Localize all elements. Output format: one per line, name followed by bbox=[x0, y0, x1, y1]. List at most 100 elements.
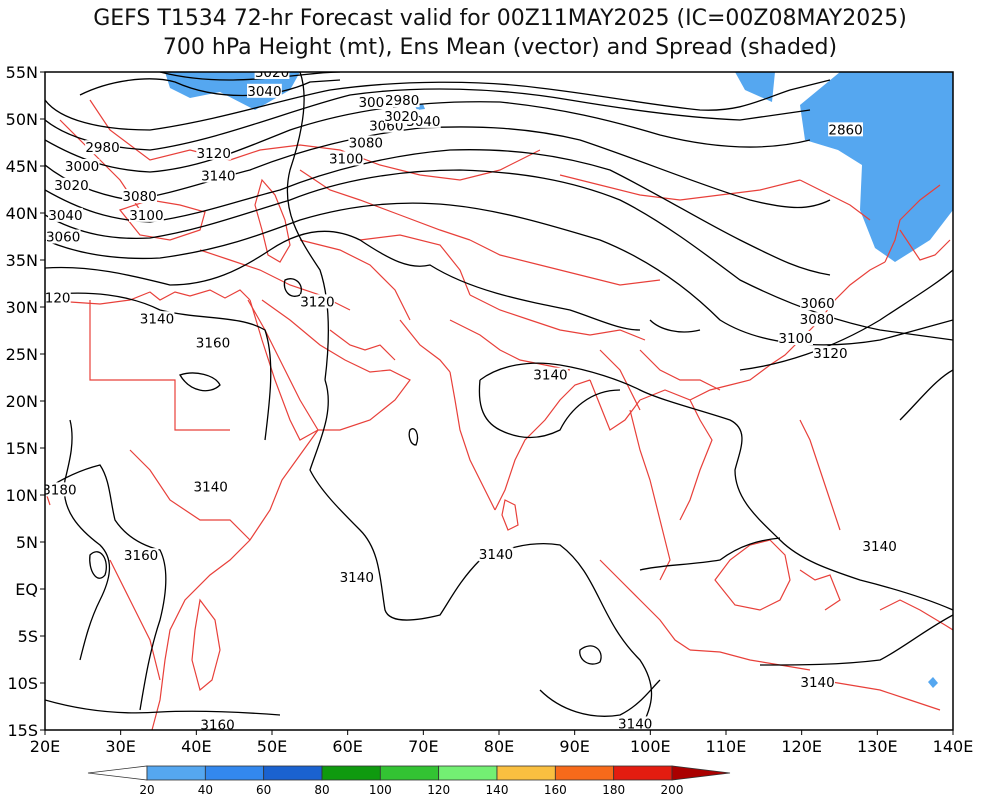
contour-line bbox=[45, 464, 167, 711]
contour-line bbox=[309, 379, 653, 730]
contour-label: 2860 bbox=[828, 122, 862, 138]
lat-tick-label: 50N bbox=[6, 110, 38, 129]
coast-malay-peninsula bbox=[629, 409, 671, 581]
contour-label: 3140 bbox=[194, 480, 228, 496]
coast-china-south bbox=[689, 261, 886, 401]
colorbar-swatch bbox=[554, 765, 615, 781]
coast-india-west bbox=[449, 371, 496, 511]
colorbar-label: 120 bbox=[427, 783, 450, 797]
contour-label-bg bbox=[358, 95, 394, 110]
contour-label: 3160 bbox=[124, 548, 158, 564]
contour-label: 3120 bbox=[36, 291, 70, 307]
lon-tick-label: 120E bbox=[781, 737, 822, 756]
contour-line bbox=[479, 362, 953, 611]
contour-label: 3160 bbox=[200, 717, 234, 733]
contour-label-bg bbox=[384, 93, 420, 108]
coast-arabia bbox=[261, 299, 411, 431]
contour-label-bg bbox=[828, 122, 863, 137]
coast-iran-pakistan bbox=[399, 319, 451, 373]
map-axes: 20E 30E 40E 50E 60E 70E 80E 90E 100E 110E 120E 130E… bbox=[6, 63, 974, 756]
figure-title-line1: GEFS T1534 72-hr Forecast valid for 00Z1… bbox=[93, 6, 907, 31]
colorbar-label: 40 bbox=[198, 783, 213, 797]
colorbar-label: 80 bbox=[314, 783, 329, 797]
contour-label-bg bbox=[45, 229, 81, 244]
contour-label: 3140 bbox=[533, 368, 567, 384]
lat-tick-label: 10S bbox=[7, 674, 38, 693]
spread-colorbar: 20 40 60 80 100 120 140 160 180 200 bbox=[87, 765, 731, 797]
lat-tick-label: 5S bbox=[18, 627, 38, 646]
contour-label: 3120 bbox=[300, 294, 334, 310]
contour-label: 3100 bbox=[778, 331, 812, 347]
contour-label-bg bbox=[122, 189, 157, 204]
contour-label: 3140 bbox=[479, 547, 513, 563]
contour-label: 3060 bbox=[46, 230, 80, 246]
lon-tick-label: 70E bbox=[408, 737, 438, 756]
lat-tick-label: 15N bbox=[6, 439, 38, 458]
contour-label-bg bbox=[54, 177, 89, 192]
contour-label-bg bbox=[254, 72, 290, 79]
border-afghanistan bbox=[359, 234, 471, 296]
lat-tick-label: 40N bbox=[6, 204, 38, 223]
contour-line bbox=[89, 551, 107, 579]
border-sahara bbox=[89, 300, 230, 431]
contour-label: 3120 bbox=[197, 146, 231, 162]
lon-tick-label: 20E bbox=[30, 737, 60, 756]
contour-label: 3140 bbox=[140, 311, 174, 327]
contour-label-bg bbox=[778, 331, 814, 346]
contour-line bbox=[286, 72, 329, 381]
colorbar-label: 180 bbox=[602, 783, 625, 797]
contour-label: 3140 bbox=[862, 539, 896, 555]
coast-madagascar bbox=[191, 598, 221, 692]
contour-labels: 3020304029803000302030403060308031003120… bbox=[36, 65, 898, 733]
contour-label-bg bbox=[800, 675, 835, 690]
border-russia bbox=[229, 144, 541, 181]
contour-label: 3100 bbox=[329, 151, 363, 167]
colorbar-swatch bbox=[496, 765, 556, 781]
contour-line bbox=[408, 428, 419, 446]
border-east-africa bbox=[129, 449, 251, 541]
contour-label: 3140 bbox=[618, 716, 652, 732]
lon-tick-label: 140E bbox=[933, 737, 974, 756]
contour-label-bg bbox=[383, 109, 419, 124]
spread-area-east-asia bbox=[800, 72, 953, 262]
lon-tick-label: 110E bbox=[706, 737, 747, 756]
colorbar-swatch bbox=[146, 765, 206, 781]
lat-tick-label: 25N bbox=[6, 345, 38, 364]
border-africa-south bbox=[109, 559, 161, 681]
contour-label: 3000 bbox=[358, 95, 392, 111]
contour-label: 3100 bbox=[129, 208, 163, 224]
border-india bbox=[449, 319, 571, 371]
contour-label-bg bbox=[45, 482, 77, 497]
contour-label: 3140 bbox=[201, 168, 235, 184]
spread-area-northeast bbox=[735, 72, 775, 102]
contour-line bbox=[579, 645, 602, 665]
colorbar-swatch bbox=[379, 765, 440, 781]
border-southeast-asia bbox=[639, 349, 721, 391]
lon-tick-label: 100E bbox=[630, 737, 671, 756]
contour-label-bg bbox=[339, 569, 375, 584]
contour-line bbox=[45, 230, 641, 331]
coast-sri-lanka bbox=[501, 499, 519, 531]
contour-label: 3020 bbox=[255, 65, 289, 81]
contour-label-bg bbox=[128, 207, 164, 222]
contour-label: 3020 bbox=[384, 109, 418, 125]
lon-tick-label: 90E bbox=[559, 737, 589, 756]
coastlines bbox=[45, 99, 953, 730]
colorbar-swatch bbox=[204, 765, 265, 781]
contour-line bbox=[739, 269, 953, 371]
contour-line bbox=[45, 169, 953, 341]
contour-line bbox=[649, 319, 701, 333]
colorbar-label: 100 bbox=[369, 783, 392, 797]
border-myanmar bbox=[599, 349, 641, 411]
colorbar-over-triangle bbox=[671, 765, 731, 781]
lon-tick-label: 80E bbox=[484, 737, 514, 756]
lat-tick-label: EQ bbox=[15, 580, 38, 599]
contour-line bbox=[45, 79, 831, 131]
coast-borneo bbox=[714, 539, 791, 611]
lat-tick-label: 30N bbox=[6, 298, 38, 317]
lat-tick-label: 5N bbox=[16, 533, 38, 552]
contour-label-bg bbox=[799, 312, 835, 327]
contour-label: 2980 bbox=[85, 140, 119, 156]
contour-line bbox=[179, 372, 221, 392]
coast-java bbox=[689, 649, 811, 671]
